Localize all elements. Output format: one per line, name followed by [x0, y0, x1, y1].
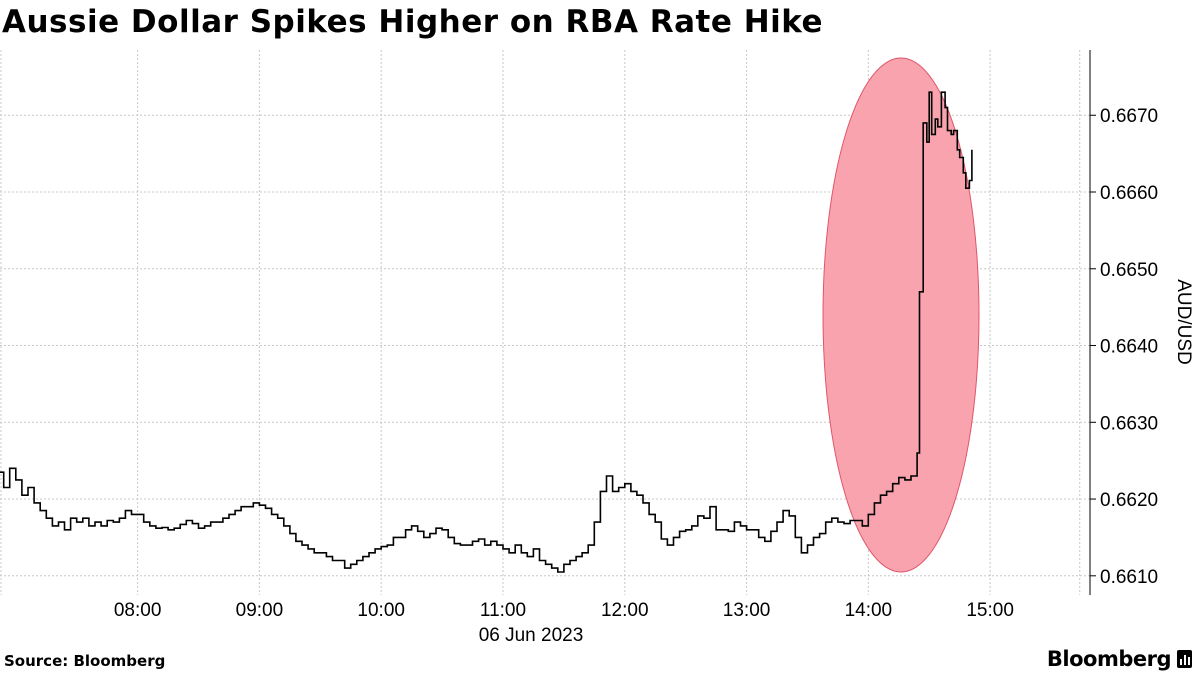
bloomberg-terminal-icon	[1177, 650, 1192, 668]
y-tick-label: 0.6670	[1100, 106, 1158, 127]
x-tick-label: 10:00	[357, 600, 405, 621]
y-tick-label: 0.6630	[1100, 413, 1158, 434]
x-tick-label: 15:00	[966, 600, 1014, 621]
source-note: Source: Bloomberg	[4, 652, 166, 670]
highlight-ellipse	[822, 57, 980, 573]
x-tick-label: 09:00	[236, 600, 284, 621]
y-tick-label: 0.6640	[1100, 337, 1158, 358]
y-tick-label: 0.6620	[1100, 490, 1158, 511]
y-tick-label: 0.6660	[1100, 183, 1158, 204]
bloomberg-logo: Bloomberg	[1047, 647, 1192, 671]
x-tick-label: 08:00	[114, 600, 162, 621]
chart-title: Aussie Dollar Spikes Higher on RBA Rate …	[2, 4, 824, 40]
x-tick-label: 13:00	[723, 600, 771, 621]
y-axis-label: AUD/USD	[1173, 279, 1194, 365]
y-tick-label: 0.6610	[1100, 567, 1158, 588]
logo-text: Bloomberg	[1046, 647, 1172, 671]
x-axis-ticks: 08:00 09:00 10:00 11:00 12:00 13:00 14:00 15:00	[114, 600, 1014, 621]
x-tick-label: 12:00	[601, 600, 649, 621]
x-tick-label: 14:00	[845, 600, 893, 621]
y-tick-label: 0.6650	[1100, 260, 1158, 281]
series-line-audusd	[0, 91, 973, 573]
y-axis-ticks: 0.6610 0.6620 0.6630 0.6640 0.6650 0.6660 0.66…	[1090, 106, 1158, 588]
x-axis-label: 06 Jun 2023	[479, 625, 584, 646]
x-tick-label: 11:00	[480, 600, 526, 621]
